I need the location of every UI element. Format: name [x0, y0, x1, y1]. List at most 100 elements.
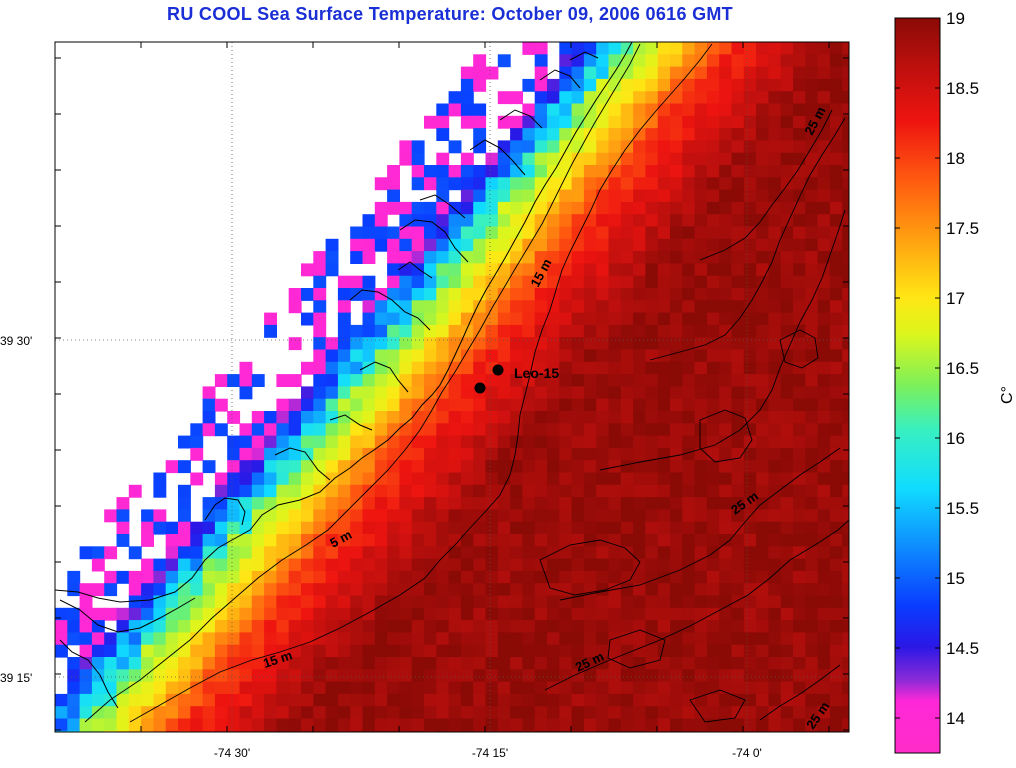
sst-cell	[780, 632, 794, 646]
sst-cell	[141, 620, 154, 633]
sst-cell	[706, 189, 720, 203]
sst-cell	[362, 644, 376, 658]
sst-cell	[424, 226, 437, 240]
sst-cell	[251, 484, 265, 498]
sst-cell	[424, 509, 437, 523]
sst-cell	[706, 411, 720, 424]
sst-cell	[411, 460, 425, 474]
sst-cell	[387, 595, 400, 609]
sst-cell	[620, 730, 634, 732]
sst-cell	[645, 189, 659, 203]
sst-cell	[596, 128, 610, 141]
sst-cell	[522, 472, 536, 486]
sst-cell	[719, 226, 733, 240]
sst-cell	[583, 300, 597, 314]
sst-cell	[301, 644, 314, 658]
sst-cell	[276, 730, 290, 732]
sst-cell	[620, 42, 634, 55]
sst-cell	[780, 546, 794, 560]
sst-cell	[559, 534, 573, 547]
sst-cell	[374, 214, 388, 228]
sst-cell	[694, 484, 708, 498]
sst-cell	[460, 460, 474, 474]
sst-cell	[497, 337, 511, 351]
sst-cell	[743, 447, 757, 461]
sst-cell	[411, 583, 425, 597]
sst-cell	[657, 300, 671, 314]
sst-cell	[411, 251, 425, 264]
sst-cell	[399, 324, 413, 338]
frame-ticks	[54, 42, 849, 732]
sst-cell	[743, 238, 757, 252]
sst-cell	[214, 632, 228, 646]
sst-cell	[227, 509, 241, 523]
sst-cell	[657, 226, 671, 240]
sst-cell	[399, 226, 413, 240]
sst-cell	[682, 214, 696, 228]
sst-cell	[485, 386, 499, 400]
sst-cell	[694, 447, 708, 461]
sst-cell	[473, 251, 487, 264]
sst-cell	[842, 460, 849, 474]
sst-cell	[645, 288, 659, 301]
sst-cell	[337, 312, 351, 326]
sst-cell	[670, 201, 683, 215]
sst-cell	[559, 324, 573, 338]
sst-cell	[694, 115, 708, 129]
sst-cell	[325, 398, 339, 412]
sst-cell	[829, 374, 843, 387]
sst-cell	[817, 681, 831, 695]
sst-cell	[510, 91, 523, 105]
sst-cell	[301, 521, 314, 535]
sst-cell	[583, 558, 597, 572]
sst-cell	[657, 54, 671, 68]
sst-cell	[276, 398, 290, 412]
sst-cell	[141, 595, 154, 609]
sst-cell	[460, 349, 474, 363]
sst-cell	[645, 718, 659, 732]
sst-cell	[497, 189, 511, 203]
sst-cell	[165, 718, 179, 732]
sst-cell	[694, 189, 708, 203]
sst-cell	[682, 91, 696, 105]
sst-cell	[559, 337, 573, 351]
sst-cell	[805, 312, 819, 326]
sst-cell	[350, 644, 364, 658]
sst-cell	[497, 447, 511, 461]
sst-cell	[485, 632, 499, 646]
sst-cell	[657, 128, 671, 141]
sst-cell	[276, 423, 290, 437]
sst-cell	[571, 558, 585, 572]
sst-cell	[694, 201, 708, 215]
sst-cell	[337, 570, 351, 584]
sst-cell	[817, 177, 831, 191]
sst-cell	[301, 583, 314, 597]
sst-cell	[485, 534, 499, 547]
sst-cell	[743, 657, 757, 670]
sst-cell	[424, 718, 437, 732]
sst-cell	[559, 607, 573, 621]
sst-cell	[596, 177, 610, 191]
sst-cell	[620, 509, 634, 523]
sst-cell	[817, 460, 831, 474]
sst-cell	[571, 324, 585, 338]
sst-cell	[583, 435, 597, 449]
sst-cell	[793, 484, 806, 498]
sst-cell	[829, 103, 843, 117]
sst-cell	[522, 324, 536, 338]
sst-cell	[313, 398, 327, 412]
sst-cell	[793, 66, 806, 80]
sst-cell	[571, 435, 585, 449]
sst-cell	[251, 595, 265, 609]
sst-cell	[460, 632, 474, 646]
sst-cell	[448, 447, 462, 461]
sst-cell	[706, 140, 720, 154]
sst-cell	[178, 521, 191, 535]
sst-cell	[301, 595, 314, 609]
sst-cell	[128, 706, 142, 720]
sst-cell	[620, 669, 634, 683]
sst-cell	[694, 226, 708, 240]
sst-cell	[362, 595, 376, 609]
sst-cell	[67, 657, 81, 670]
sst-cell	[276, 546, 290, 560]
